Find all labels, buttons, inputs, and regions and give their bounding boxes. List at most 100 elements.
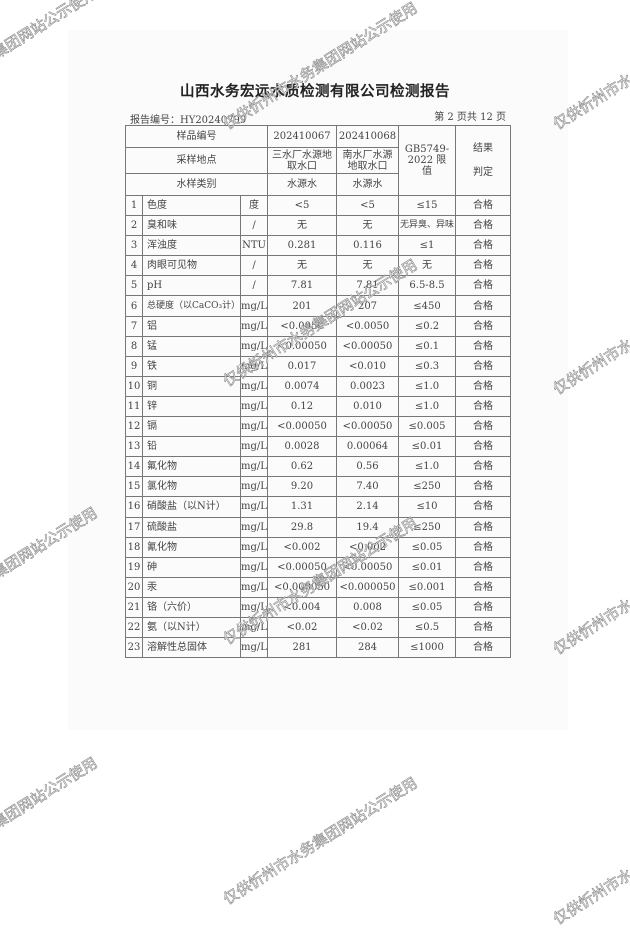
cell-unit: mg/L (240, 576, 268, 598)
cell-limit: ≤1.0 (398, 395, 456, 418)
cell-no: 21 (125, 596, 143, 618)
cell-v2: 7.81 (336, 275, 399, 297)
cell-item: 色度 (142, 194, 241, 217)
cell-result: 合格 (455, 616, 511, 639)
cell-v2: <0.00050 (336, 416, 399, 438)
cell-unit: mg/L (240, 637, 268, 659)
cell-result: 合格 (455, 275, 511, 297)
cell-result: 合格 (455, 355, 511, 377)
cell-v2: 19.4 (336, 516, 399, 538)
cell-unit: / (240, 275, 268, 297)
result-header: 结果判定 (455, 125, 511, 196)
cell-limit: 无异臭、异味 (398, 215, 456, 237)
cell-limit: ≤250 (398, 476, 456, 498)
cell-result: 合格 (455, 215, 511, 237)
cell-no: 15 (125, 476, 143, 498)
cell-v2: <0.00050 (336, 556, 399, 578)
cell-v1: 201 (267, 295, 337, 317)
cell-no: 6 (125, 295, 143, 317)
cell-v1: <0.00050 (267, 335, 337, 357)
cell-item: 锌 (142, 395, 241, 418)
table-row: 3 浑浊度 NTU 0.281 0.116 ≤1 合格 (125, 235, 511, 257)
cell-limit: ≤1 (398, 235, 456, 257)
cell-limit: ≤0.05 (398, 536, 456, 558)
cell-result: 合格 (455, 436, 511, 458)
report-number: 报告编号：HY20240799 (130, 115, 247, 126)
table-row: 16 硝酸盐（以N计） mg/L 1.31 2.14 ≤10 合格 (125, 496, 511, 518)
cell-v2: 0.010 (336, 395, 399, 418)
cell-no: 4 (125, 255, 143, 277)
cell-result: 合格 (455, 375, 511, 397)
cell-item: 溶解性总固体 (142, 637, 241, 659)
cell-result: 合格 (455, 255, 511, 277)
page-indicator: 第 2 页共 12 页 (434, 112, 506, 123)
table-row: 15 氯化物 mg/L 9.20 7.40 ≤250 合格 (125, 476, 511, 498)
cell-result: 合格 (455, 194, 511, 217)
table-row: 12 镉 mg/L <0.00050 <0.00050 ≤0.005 合格 (125, 416, 511, 438)
cell-v1: 0.0028 (267, 436, 337, 458)
cell-limit: ≤0.2 (398, 315, 456, 337)
table-row: 17 硫酸盐 mg/L 29.8 19.4 ≤250 合格 (125, 516, 511, 538)
watermark: 仅供忻州市水务集团网站公示使用 (220, 773, 421, 909)
cell-item: 氯化物 (142, 476, 241, 498)
cell-unit: mg/L (240, 295, 268, 317)
cell-item: 总硬度（以CaCO₃计） (142, 295, 241, 317)
cell-result: 合格 (455, 335, 511, 357)
site-1: 三水厂水源地取水口 (267, 147, 337, 174)
cell-item: 汞 (142, 576, 241, 598)
cell-v2: <0.0050 (336, 315, 399, 337)
cell-no: 19 (125, 556, 143, 578)
cell-v2: <0.00050 (336, 335, 399, 357)
cell-result: 合格 (455, 536, 511, 558)
cell-item: 铬（六价） (142, 596, 241, 618)
watermark: 仅供忻州市水务集团网站公示使用 (0, 753, 101, 889)
cell-item: 浑浊度 (142, 235, 241, 257)
cell-v1: <0.02 (267, 616, 337, 639)
cell-no: 18 (125, 536, 143, 558)
cell-limit: ≤450 (398, 295, 456, 317)
table-row: 18 氰化物 mg/L <0.002 <0.002 ≤0.05 合格 (125, 536, 511, 558)
cell-v1: 0.281 (267, 235, 337, 257)
cell-result: 合格 (455, 596, 511, 618)
cell-limit: ≤10 (398, 496, 456, 518)
cell-no: 8 (125, 335, 143, 357)
cell-unit: 度 (240, 194, 268, 217)
cell-v2: <5 (336, 194, 399, 217)
cell-item: 氰化物 (142, 536, 241, 558)
cell-v1: 1.31 (267, 496, 337, 518)
table-row: 20 汞 mg/L <0.000050 <0.000050 ≤0.001 合格 (125, 576, 511, 598)
cell-no: 7 (125, 315, 143, 337)
cell-no: 22 (125, 616, 143, 639)
cell-v1: <0.00050 (267, 556, 337, 578)
type-label: 水样类别 (125, 173, 268, 196)
cell-result: 合格 (455, 456, 511, 478)
cell-unit: mg/L (240, 335, 268, 357)
cell-limit: ≤1000 (398, 637, 456, 659)
cell-unit: NTU (240, 235, 268, 257)
cell-result: 合格 (455, 416, 511, 438)
cell-v1: <0.004 (267, 596, 337, 618)
cell-v1: 无 (267, 215, 337, 237)
sample-no-label: 样品编号 (125, 125, 268, 148)
limit-header-text: GB5749-2022 限值 (404, 144, 450, 177)
cell-result: 合格 (455, 576, 511, 598)
report-title: 山西水务宏远水质检测有限公司检测报告 (180, 84, 450, 100)
table-row: 14 氟化物 mg/L 0.62 0.56 ≤1.0 合格 (125, 456, 511, 478)
cell-v2: 0.116 (336, 235, 399, 257)
cell-unit: mg/L (240, 456, 268, 478)
cell-item: 砷 (142, 556, 241, 578)
cell-item: 硫酸盐 (142, 516, 241, 538)
cell-no: 20 (125, 576, 143, 598)
cell-v2: 7.40 (336, 476, 399, 498)
table-row: 6 总硬度（以CaCO₃计） mg/L 201 207 ≤450 合格 (125, 295, 511, 317)
cell-v1: 0.0074 (267, 375, 337, 397)
table-row: 2 臭和味 / 无无无异臭、异味 合格 (125, 215, 511, 237)
cell-no: 3 (125, 235, 143, 257)
cell-limit: ≤0.5 (398, 616, 456, 639)
cell-unit: mg/L (240, 355, 268, 377)
cell-item: 铜 (142, 375, 241, 397)
site-2: 南水厂水源地取水口 (336, 147, 399, 174)
cell-no: 13 (125, 436, 143, 458)
cell-no: 16 (125, 496, 143, 518)
cell-item: 镉 (142, 416, 241, 438)
